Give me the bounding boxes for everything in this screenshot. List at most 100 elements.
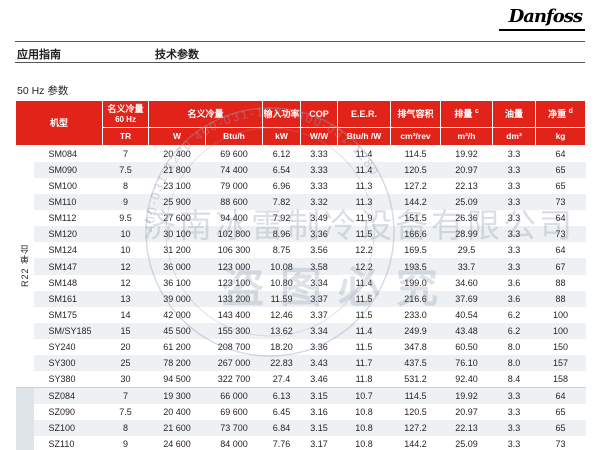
- spec-table-header: 机型 名义冷量 60 Hz 名义冷量 输入功率 COP E.E.R. 排气容积 排…: [14, 100, 587, 146]
- displacement-label: 排量: [454, 109, 473, 120]
- cell-value: 36 100: [163, 277, 191, 288]
- cell-value: 166.6: [404, 229, 427, 240]
- cell-value: 3.46: [310, 374, 328, 385]
- cell-value: 123 000: [217, 261, 251, 272]
- cell-value: 144.2: [404, 196, 427, 207]
- table-row: SM100 8 23 100 79 000 6.96 3.33 11.3 127.2 22.13…: [16, 178, 586, 194]
- cell-value: 11.59: [270, 293, 293, 304]
- unit-btuhw: Btu/h /W: [337, 127, 392, 146]
- cell-value: 3.56: [310, 245, 328, 256]
- cell-value: 8.0: [507, 342, 521, 353]
- cell-value: 127.2: [404, 422, 427, 433]
- cell-value: 28.99: [455, 229, 478, 240]
- cell-value: 19.92: [440, 387, 493, 404]
- cell-value: 157: [553, 358, 569, 369]
- cell-value: 3.3: [507, 439, 521, 450]
- cell-value: 151.5: [404, 213, 427, 224]
- cell-value: 6.2: [507, 326, 521, 337]
- model-name: SM148: [48, 277, 78, 288]
- cell-value: 65: [555, 422, 566, 433]
- cell-value: 73: [555, 196, 566, 207]
- cell-value: 133 200: [217, 293, 251, 304]
- model-name: SM147: [48, 261, 78, 272]
- cell-value: 25 900: [163, 196, 191, 207]
- cell-value: 12.2: [355, 261, 373, 272]
- cell-value: 3.3: [507, 196, 521, 207]
- cell-value: 6.54: [272, 164, 291, 175]
- model-name: SM112: [48, 213, 77, 224]
- cell-value: 216.6: [404, 293, 427, 304]
- table-row: SY380 30 94 500 322 700 27.4 3.46 11.8 531.2 92.…: [16, 371, 586, 387]
- cell-value: 11.5: [355, 293, 373, 304]
- weight-label: 净重: [548, 109, 567, 120]
- cell-value: 3.3: [507, 229, 521, 240]
- cell-value: 3.34: [310, 326, 328, 337]
- cell-value: 15: [120, 326, 131, 337]
- cell-value: 25: [120, 358, 131, 369]
- cell-value: 437.5: [404, 358, 427, 369]
- cell-value: 10.8: [355, 406, 373, 417]
- table-body: R22 单台 SM084 7 20 400 69 600 6.12 3.33 11.4 114.…: [15, 145, 586, 450]
- cell-value: 27 600: [163, 213, 191, 224]
- cell-value: 322 700: [217, 374, 251, 385]
- cell-value: 12.2: [355, 245, 373, 256]
- cell-value: 100: [553, 326, 569, 337]
- cell-value: 11.5: [355, 309, 373, 320]
- cell-value: 11.4: [355, 148, 373, 159]
- cell-value: 3.3: [507, 164, 521, 175]
- cell-value: 60.50: [455, 342, 478, 353]
- displacement-footnote: c: [474, 108, 479, 116]
- cell-value: 100: [553, 309, 569, 320]
- capacity-60hz-line1: 名义冷量: [107, 103, 144, 114]
- cell-value: 7.92: [272, 213, 291, 224]
- cell-value: 3.37: [310, 293, 328, 304]
- group-label-text: R22 单台: [20, 244, 30, 288]
- cell-value: 158: [553, 374, 569, 385]
- cell-value: 67: [555, 261, 566, 272]
- cell-value: 3.33: [310, 148, 328, 159]
- cell-value: 3.43: [310, 358, 328, 369]
- table-row: SM175 14 42 000 143 400 12.46 3.37 11.5 233.0 40…: [16, 307, 586, 323]
- cell-value: 6.96: [272, 180, 291, 191]
- cell-value: 120.5: [404, 406, 427, 417]
- cell-value: 79 000: [220, 180, 248, 191]
- table-row: SZ084 7 19 300 66 000 6.13 3.15 10.7 114.5 19.92…: [15, 387, 586, 450]
- cell-value: 155 300: [217, 326, 251, 337]
- cell-value: 30: [120, 374, 131, 385]
- cell-value: 3.3: [507, 213, 521, 224]
- cell-value: 24 600: [163, 439, 191, 450]
- cell-value: 114.5: [404, 148, 427, 159]
- cell-value: 10.8: [355, 439, 373, 450]
- cell-value: 37.69: [455, 293, 478, 304]
- cell-value: 21 800: [163, 164, 191, 175]
- cell-value: 208 700: [217, 342, 251, 353]
- table-row: SM112 9.5 27 600 94 400 7.92 3.49 11.9 151.5 26.…: [16, 210, 586, 226]
- cell-value: 19.92: [455, 148, 478, 159]
- cell-value: 11.5: [355, 342, 373, 353]
- cell-value: 29.5: [457, 245, 476, 256]
- cell-value: 21 600: [163, 422, 191, 433]
- cell-value: 26.36: [455, 213, 478, 224]
- cell-value: 76.10: [455, 358, 478, 369]
- cell-value: 102 800: [217, 229, 251, 240]
- table-row: SM120 10 30 100 102 800 8.96 3.36 11.5 166.6 28.…: [15, 226, 586, 243]
- breadcrumb-technical-parameters: 技术参数: [155, 49, 199, 61]
- cell-value: 33.7: [457, 261, 476, 272]
- cell-value: 3.33: [310, 164, 328, 175]
- cell-value: 199.0: [404, 277, 427, 288]
- cell-value: 94 400: [220, 213, 248, 224]
- cell-value: 8: [123, 180, 129, 191]
- col-header-displacement: 排量 c: [440, 100, 494, 128]
- model-name: SM120: [48, 229, 78, 240]
- model-name: SM175: [48, 309, 78, 320]
- model-name: SM100: [48, 180, 78, 191]
- cell-value: 531.2: [404, 374, 427, 385]
- cell-value: 20.97: [455, 406, 478, 417]
- cell-value: 6.13: [262, 387, 301, 404]
- cell-value: 8.4: [507, 374, 521, 385]
- cell-value: 249.9: [404, 326, 427, 337]
- cell-value: 43.48: [455, 326, 478, 337]
- cell-value: 74 400: [220, 164, 248, 175]
- cell-value: 11.7: [355, 358, 373, 369]
- cell-value: 10: [120, 229, 131, 240]
